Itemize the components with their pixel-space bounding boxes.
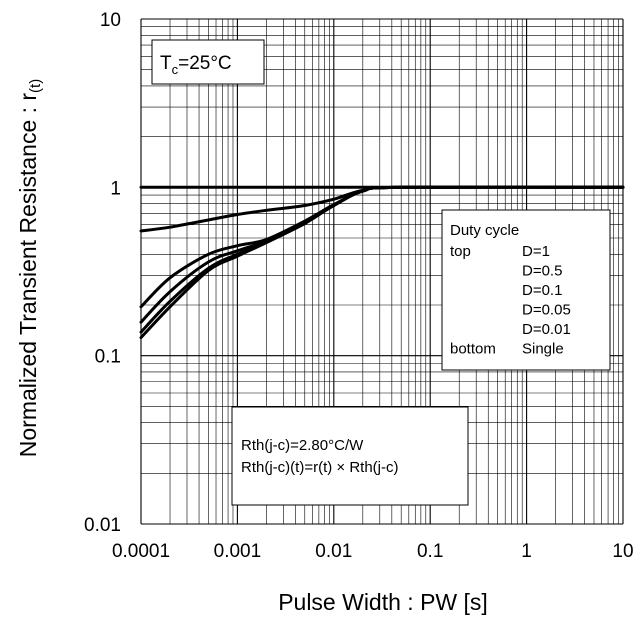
series-layer <box>139 185 625 340</box>
legend-rows: top D=1 D=0.5 D=0.1 D=0.05 D=0.01 bottom Single <box>450 243 571 358</box>
annotation-box: Rth(j-c)=2.80°C/W Rth(j-c)(t)=r(t) × Rth… <box>231 406 469 506</box>
condition-text: Tc=25°C <box>160 53 232 77</box>
legend-row-label: D=1 <box>522 243 550 260</box>
x-tick-label: 0.01 <box>315 541 352 562</box>
y-tick-label: 1 <box>110 178 121 199</box>
x-tick-label: 10 <box>612 541 633 562</box>
legend-row-label: D=0.5 <box>522 263 562 280</box>
tick-layer: 0.0001 0.001 0.01 0.1 1 10 0.01 0.1 1 10 <box>84 10 634 562</box>
legend-row-position: bottom <box>450 341 496 358</box>
legend-row-label: D=0.1 <box>522 282 562 299</box>
annotation-line-2: Rth(j-c)(t)=r(t) × Rth(j-c) <box>241 459 399 476</box>
legend-row-label: Single <box>522 341 564 358</box>
x-tick-label: 0.1 <box>417 541 443 562</box>
legend: Duty cycle top D=1 D=0.5 D=0.1 D=0.05 D=0.01 b… <box>441 209 611 371</box>
x-tick-label: 0.001 <box>214 541 262 562</box>
series-line-6 <box>139 185 625 340</box>
y-tick-label: 0.01 <box>84 515 121 536</box>
condition-box: Tc=25°C <box>151 39 265 85</box>
y-axis-title: Normalized Transient Resistance : r(t) <box>15 79 44 457</box>
x-axis-title: Pulse Width : PW [s] <box>278 589 488 615</box>
legend-row-position: top <box>450 243 471 260</box>
legend-row-label: D=0.01 <box>522 321 571 338</box>
y-tick-label: 0.1 <box>95 347 121 368</box>
legend-title: Duty cycle <box>450 222 519 239</box>
legend-row-label: D=0.05 <box>522 302 571 319</box>
annotation-line-1: Rth(j-c)=2.80°C/W <box>241 437 364 454</box>
x-tick-label: 1 <box>521 541 532 562</box>
y-tick-label: 10 <box>100 10 121 31</box>
x-tick-label: 0.0001 <box>112 541 170 562</box>
